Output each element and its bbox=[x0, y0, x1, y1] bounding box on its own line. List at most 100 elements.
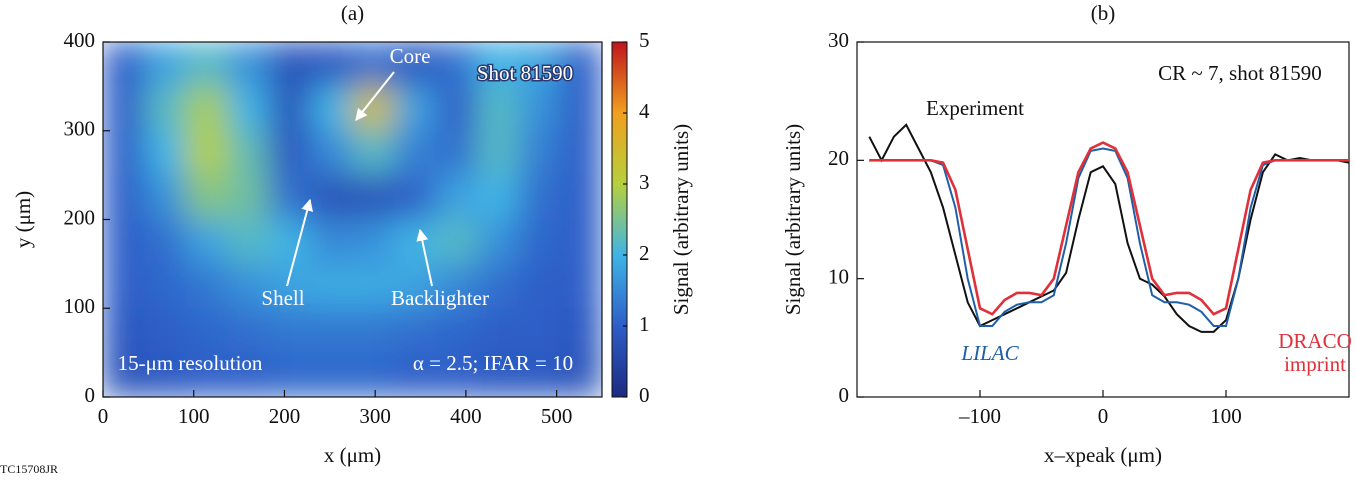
heat-cell bbox=[518, 85, 561, 132]
heat-cell bbox=[393, 85, 437, 132]
x-axis-label: x (μm) bbox=[324, 443, 381, 467]
y-axis-label: Signal (arbitrary units) bbox=[781, 124, 805, 315]
heat-cell bbox=[393, 352, 437, 397]
heat-cell bbox=[144, 219, 187, 265]
heat-cell bbox=[268, 42, 312, 87]
y-tick-label: 100 bbox=[64, 294, 96, 318]
heat-cell bbox=[435, 42, 478, 87]
x-tick-label: 200 bbox=[269, 404, 301, 428]
heat-cell bbox=[435, 352, 478, 397]
colorbar-tick-label: 4 bbox=[639, 99, 650, 123]
heat-cell bbox=[518, 219, 561, 265]
heat-cell bbox=[352, 174, 395, 220]
heat-cell bbox=[310, 352, 353, 397]
series-label: Experiment bbox=[926, 96, 1024, 120]
heat-cell bbox=[518, 42, 561, 87]
heat-cell bbox=[518, 307, 561, 354]
heat-cell bbox=[227, 174, 270, 220]
heat-cell bbox=[103, 307, 146, 354]
heat-cell bbox=[476, 130, 520, 176]
x-tick-label: 0 bbox=[98, 404, 109, 428]
heat-cell bbox=[310, 174, 353, 220]
x-tick-label: –100 bbox=[958, 404, 1001, 428]
heat-cell bbox=[144, 42, 187, 87]
heatmap-area bbox=[103, 42, 602, 397]
annotation: Backlighter bbox=[391, 286, 489, 310]
heat-cell bbox=[435, 85, 478, 132]
colorbar bbox=[611, 41, 628, 398]
heat-cell bbox=[227, 352, 270, 397]
heat-cell bbox=[103, 174, 146, 220]
heat-cell bbox=[144, 130, 187, 176]
heat-cell bbox=[268, 85, 312, 132]
heat-cell bbox=[476, 85, 520, 132]
annotation: Core bbox=[390, 44, 431, 68]
arrows bbox=[286, 71, 433, 287]
heat-cell bbox=[352, 263, 395, 309]
y-tick-label: 0 bbox=[85, 383, 96, 407]
heat-cell bbox=[144, 174, 187, 220]
series-line bbox=[868, 123, 1350, 333]
arrow bbox=[416, 228, 433, 287]
heat-cell bbox=[268, 219, 312, 265]
chart-title: (b) bbox=[1091, 1, 1116, 25]
y-tick-label: 10 bbox=[828, 264, 849, 288]
series-label: LILAC bbox=[960, 341, 1019, 365]
heat-cell bbox=[518, 263, 561, 309]
x-tick-label: 0 bbox=[1098, 404, 1109, 428]
heat-cell bbox=[310, 307, 353, 354]
heat-cell bbox=[476, 307, 520, 354]
heat-cell bbox=[352, 352, 395, 397]
heat-cell bbox=[476, 42, 520, 87]
annotation: α = 2.5; IFAR = 10 bbox=[413, 351, 573, 375]
annotation: Shot 81590 bbox=[477, 61, 573, 85]
colorbar-tick-label: 1 bbox=[639, 312, 650, 336]
figure-id: TC15708JR bbox=[0, 462, 58, 476]
y-tick-label: 400 bbox=[64, 28, 96, 52]
heat-cell bbox=[310, 219, 353, 265]
heat-cell bbox=[185, 85, 229, 132]
colorbar-tick-label: 3 bbox=[639, 170, 650, 194]
heat-cell bbox=[518, 174, 561, 220]
y-axis-label: y (μm) bbox=[11, 191, 35, 248]
heat-cell bbox=[103, 130, 146, 176]
heat-cell bbox=[393, 42, 437, 87]
heatmap-cells bbox=[103, 42, 602, 397]
heat-cell bbox=[476, 352, 520, 397]
heat-cell bbox=[268, 307, 312, 354]
heat-cell bbox=[559, 307, 602, 354]
heat-cell bbox=[518, 352, 561, 397]
y-tick-label: 300 bbox=[64, 117, 96, 141]
heat-cell bbox=[268, 352, 312, 397]
heat-cell bbox=[185, 263, 229, 309]
heat-cell bbox=[268, 130, 312, 176]
heat-cell bbox=[518, 130, 561, 176]
heat-cell bbox=[435, 219, 478, 265]
heat-cell bbox=[227, 130, 270, 176]
x-axis-label: x–xpeak (μm) bbox=[1044, 443, 1162, 467]
heat-cell bbox=[559, 352, 602, 397]
heat-cell bbox=[185, 307, 229, 354]
heat-cell bbox=[393, 219, 437, 265]
heat-cell bbox=[559, 130, 602, 176]
x-tick-label: 400 bbox=[450, 404, 482, 428]
heat-cell bbox=[476, 174, 520, 220]
y-tick-label: 200 bbox=[64, 205, 96, 229]
x-tick-label: 100 bbox=[178, 404, 210, 428]
heat-cell bbox=[352, 130, 395, 176]
heat-cell bbox=[435, 263, 478, 309]
heat-cell bbox=[310, 263, 353, 309]
heat-cell bbox=[559, 42, 602, 87]
heat-cell bbox=[185, 352, 229, 397]
annotation: Shell bbox=[261, 286, 304, 310]
chart-title: (a) bbox=[341, 1, 364, 25]
heat-cell bbox=[144, 307, 187, 354]
heat-cell bbox=[185, 219, 229, 265]
arrow bbox=[286, 198, 314, 287]
series-label-box: DRACO imprint bbox=[1278, 330, 1352, 376]
heat-cell bbox=[268, 174, 312, 220]
x-tick-label: 500 bbox=[541, 404, 573, 428]
heat-cell bbox=[144, 263, 187, 309]
heat-cell bbox=[227, 85, 270, 132]
